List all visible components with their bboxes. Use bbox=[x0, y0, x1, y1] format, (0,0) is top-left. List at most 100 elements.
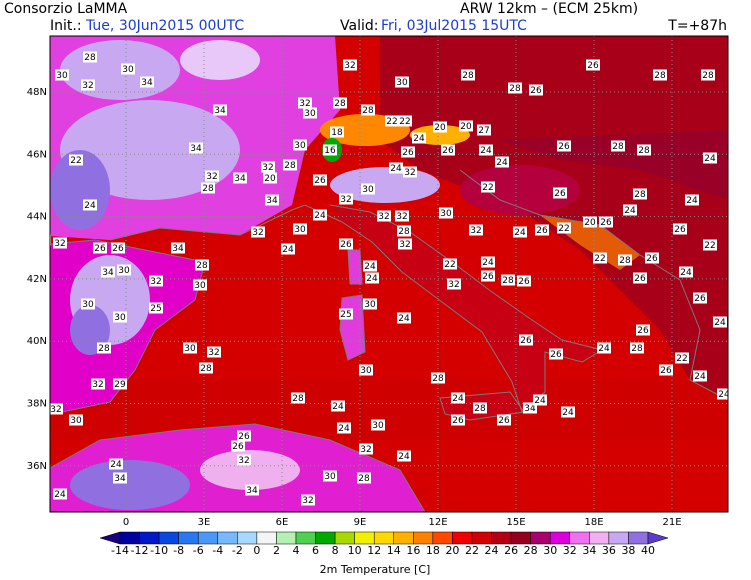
station-box bbox=[213, 104, 227, 116]
station: 26 bbox=[645, 252, 659, 264]
station-value: 30 bbox=[324, 472, 336, 482]
station-value: 24 bbox=[480, 146, 492, 156]
lon-tick-label: 21E bbox=[662, 517, 681, 528]
station-box bbox=[385, 115, 399, 127]
station-box bbox=[205, 170, 219, 182]
station: 32 bbox=[207, 346, 221, 358]
station: 24 bbox=[495, 156, 509, 168]
station-box bbox=[323, 470, 337, 482]
station: 34 bbox=[523, 402, 537, 414]
colorbar-segment bbox=[413, 531, 434, 545]
title: Consorzio LaMMA bbox=[4, 1, 128, 17]
station-value: 28 bbox=[654, 71, 666, 81]
lat-tick-label: 36N bbox=[27, 461, 47, 472]
station-value: 24 bbox=[714, 318, 726, 328]
station-box bbox=[111, 242, 125, 254]
station-box bbox=[53, 488, 67, 500]
lon-tick-label: 18E bbox=[584, 517, 603, 528]
station-value: 24 bbox=[680, 268, 692, 278]
station: 30 bbox=[193, 279, 207, 291]
colorbar-label: 34 bbox=[582, 544, 596, 557]
station: 28 bbox=[201, 182, 215, 194]
station-value: 24 bbox=[332, 402, 344, 412]
station: 34 bbox=[113, 472, 127, 484]
station-box bbox=[365, 272, 379, 284]
station-box bbox=[501, 274, 515, 286]
colorbar-end-low bbox=[99, 531, 121, 545]
colorbar-segment bbox=[530, 531, 551, 545]
station-box bbox=[265, 194, 279, 206]
station-box bbox=[398, 238, 412, 250]
station-value: 22 bbox=[676, 354, 687, 364]
station-box bbox=[281, 243, 295, 255]
station: 22 bbox=[675, 352, 689, 364]
station-box bbox=[313, 174, 327, 186]
station-box bbox=[412, 132, 426, 144]
station-box bbox=[481, 256, 495, 268]
station-box bbox=[231, 440, 245, 452]
station: 28 bbox=[618, 254, 632, 266]
station: 32 bbox=[91, 378, 105, 390]
station-value: 24 bbox=[282, 245, 294, 255]
station-box bbox=[339, 193, 353, 205]
station-value: 34 bbox=[114, 474, 126, 484]
station-value: 28 bbox=[98, 344, 110, 354]
station: 26 bbox=[636, 324, 650, 336]
station-value: 26 bbox=[536, 226, 548, 236]
model: ARW 12km – (ECM 25km) bbox=[460, 1, 638, 17]
station: 24 bbox=[713, 316, 727, 328]
station: 26 bbox=[451, 414, 465, 426]
station-box bbox=[395, 76, 409, 88]
station-box bbox=[323, 144, 337, 156]
station: 32 bbox=[339, 193, 353, 205]
station: 24 bbox=[83, 199, 97, 211]
lat-tick-label: 38N bbox=[27, 399, 47, 410]
station-box bbox=[343, 59, 357, 71]
station-value: 26 bbox=[452, 416, 464, 426]
station: 28 bbox=[97, 342, 111, 354]
station-box bbox=[398, 115, 412, 127]
station-value: 26 bbox=[442, 146, 454, 156]
lon-tick-label: 3E bbox=[198, 517, 211, 528]
colorbar-label: 10 bbox=[348, 544, 362, 557]
lat-tick-label: 48N bbox=[27, 87, 47, 98]
station-box bbox=[149, 302, 163, 314]
station-box bbox=[207, 346, 221, 358]
colorbar-label: 2 bbox=[273, 544, 280, 557]
station-value: 30 bbox=[114, 313, 126, 323]
station-box bbox=[50, 403, 63, 415]
colorbar-segment bbox=[178, 531, 199, 545]
station-value: 28 bbox=[358, 474, 370, 484]
station: 30 bbox=[81, 298, 95, 310]
station-value: 20 bbox=[264, 174, 276, 184]
station-box bbox=[363, 298, 377, 310]
station-value: 32 bbox=[399, 240, 410, 250]
station-value: 26 bbox=[482, 272, 494, 282]
station-box bbox=[313, 209, 327, 221]
station-value: 28 bbox=[631, 344, 643, 354]
station-box bbox=[251, 226, 265, 238]
station-value: 24 bbox=[390, 164, 402, 174]
station-value: 30 bbox=[38, 236, 50, 246]
lon-tick-label: 6E bbox=[276, 517, 289, 528]
station-value: 34 bbox=[172, 244, 184, 254]
station-value: 26 bbox=[94, 244, 106, 254]
station-box bbox=[623, 204, 637, 216]
station: 28 bbox=[283, 159, 297, 171]
station: 34 bbox=[101, 266, 115, 278]
station: 34 bbox=[171, 242, 185, 254]
station-value: 24 bbox=[84, 201, 96, 211]
station-value: 24 bbox=[694, 372, 706, 382]
station: 20 bbox=[583, 216, 597, 228]
station-box bbox=[50, 234, 51, 246]
station-value: 32 bbox=[470, 226, 481, 236]
station: 28 bbox=[461, 69, 475, 81]
station-value: 26 bbox=[554, 189, 566, 199]
station-box bbox=[361, 183, 375, 195]
station: 32 bbox=[205, 170, 219, 182]
station: 26 bbox=[599, 216, 613, 228]
station-value: 27 bbox=[478, 126, 489, 136]
station-value: 32 bbox=[344, 61, 355, 71]
station-value: 32 bbox=[206, 172, 217, 182]
